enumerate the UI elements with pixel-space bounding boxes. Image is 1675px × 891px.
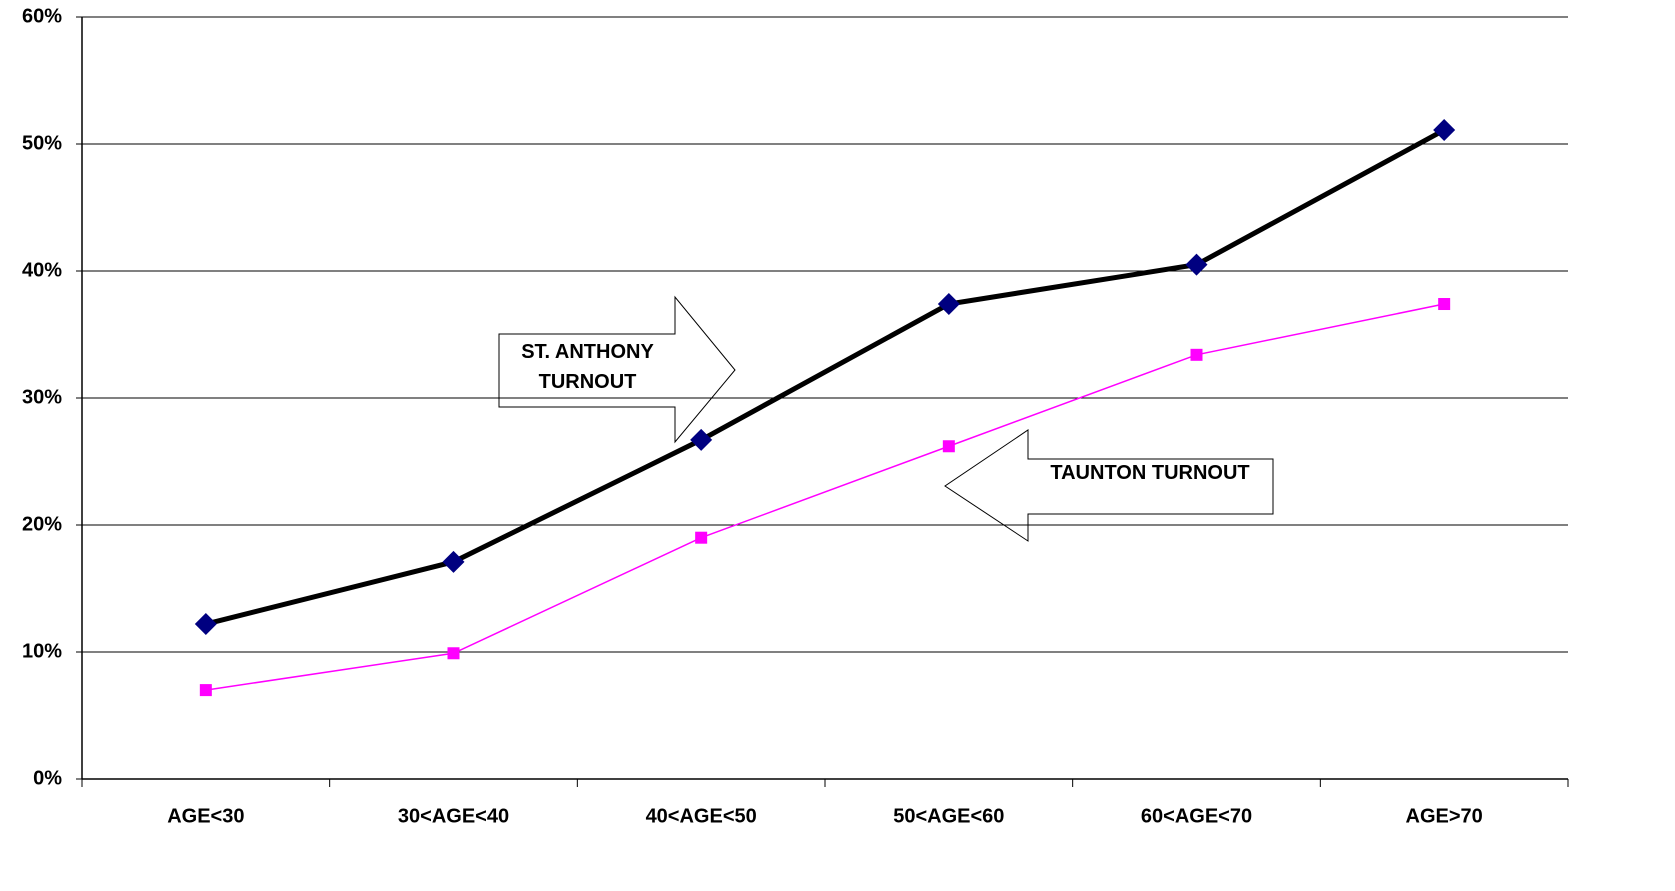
series-line [205,127,1446,627]
marker [442,550,465,573]
annotation: ST. ANTHONY TURNOUT [521,341,654,393]
x-tick-label: 60<AGE<70 [1141,805,1252,827]
marker [690,428,713,451]
series-line [205,303,1445,691]
marker [1190,348,1203,361]
marker [937,293,960,316]
marker [199,684,212,697]
x-tick-label: AGE<30 [167,805,244,827]
x-tick-label: 50<AGE<60 [893,805,1004,827]
x-tick-label: 30<AGE<40 [398,805,509,827]
marker [1438,298,1451,311]
marker [447,647,460,660]
marker [942,440,955,453]
y-tick-label: 0% [33,767,62,789]
y-tick-label: 40% [22,259,62,281]
marker [1185,253,1208,276]
x-tick-label: AGE>70 [1406,805,1483,827]
annotation: TAUNTON TURNOUT [1050,462,1250,484]
marker [194,613,217,636]
x-tick-label: 40<AGE<50 [646,805,757,827]
marker [695,531,708,544]
y-tick-label: 60% [22,5,62,27]
y-tick-label: 50% [22,132,62,154]
y-tick-label: 30% [22,386,62,408]
annotation-arrow [498,295,736,444]
annotation-arrow [944,429,1274,542]
marker [1433,119,1456,142]
y-tick-label: 20% [22,513,62,535]
y-tick-label: 10% [22,640,62,662]
